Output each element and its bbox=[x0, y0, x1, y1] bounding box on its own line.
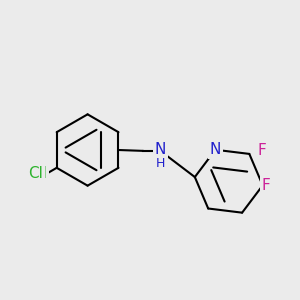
Text: H: H bbox=[156, 157, 165, 170]
Text: Cl: Cl bbox=[28, 166, 43, 181]
Text: N: N bbox=[155, 142, 166, 158]
Text: N: N bbox=[155, 142, 166, 157]
Text: N: N bbox=[210, 142, 221, 157]
Text: N: N bbox=[210, 142, 221, 158]
Text: H: H bbox=[156, 161, 165, 174]
Text: Cl: Cl bbox=[33, 166, 47, 181]
Text: F: F bbox=[257, 142, 266, 158]
Text: F: F bbox=[261, 178, 270, 193]
